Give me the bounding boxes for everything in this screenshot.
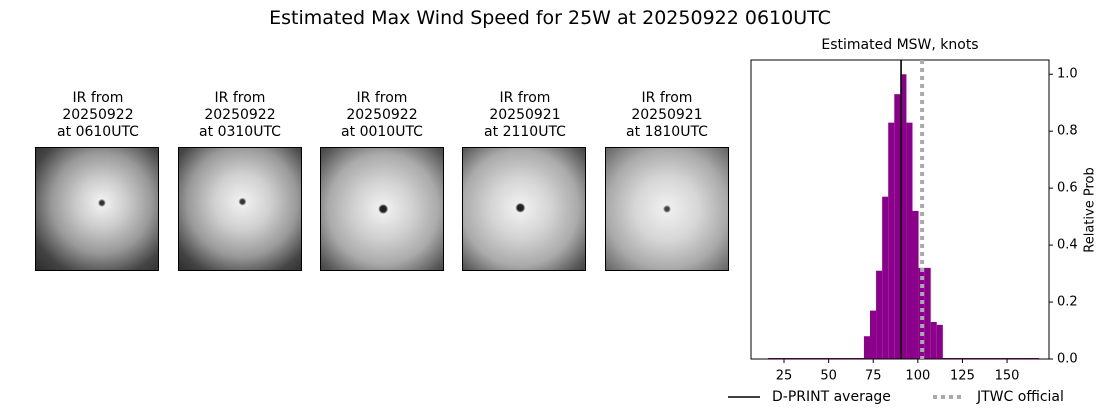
page-title: Estimated Max Wind Speed for 25W at 2025… xyxy=(269,7,831,29)
bar xyxy=(894,94,901,360)
y-tick-label: 0.2 xyxy=(1057,295,1078,310)
bar xyxy=(912,210,919,359)
image-label: IR from 20250922 at 0010UTC xyxy=(341,90,423,140)
bar xyxy=(930,321,937,359)
image-label: IR from 20250922 at 0610UTC xyxy=(57,90,139,140)
y-tick-label: 0.8 xyxy=(1057,124,1078,139)
satellite-image xyxy=(178,147,302,271)
y-axis-label: Relative Prob xyxy=(1083,167,1098,252)
legend-label: JTWC official xyxy=(976,389,1064,405)
x-tick-label: 50 xyxy=(820,369,837,384)
bar xyxy=(863,336,871,359)
satellite-image xyxy=(605,147,729,271)
satellite-image xyxy=(462,147,586,271)
bar xyxy=(900,74,907,359)
legend-label: D-PRINT average xyxy=(772,389,891,405)
image-label: IR from 20250922 at 0310UTC xyxy=(199,90,281,140)
satellite-image xyxy=(35,147,159,271)
y-tick-label: 0.4 xyxy=(1057,238,1078,253)
y-tick-label: 0.6 xyxy=(1057,181,1078,196)
bar xyxy=(936,324,943,359)
plot-frame xyxy=(750,59,1050,360)
x-tick-label: 125 xyxy=(950,369,975,384)
y-tick-label: 1.0 xyxy=(1057,67,1078,82)
x-tick-label: 75 xyxy=(865,369,882,384)
y-tick-label: 0.0 xyxy=(1057,352,1078,367)
image-label: IR from 20250921 at 2110UTC xyxy=(484,90,566,140)
bar xyxy=(882,196,889,359)
bar xyxy=(918,267,925,359)
x-tick-label: 25 xyxy=(776,369,793,384)
image-label: IR from 20250921 at 1810UTC xyxy=(626,90,708,140)
bar xyxy=(876,270,883,359)
bar xyxy=(888,122,895,360)
satellite-image xyxy=(320,147,444,271)
x-tick-label: 150 xyxy=(995,369,1020,384)
bar xyxy=(870,310,877,359)
chart-title: Estimated MSW, knots xyxy=(821,37,978,53)
bar xyxy=(906,122,913,360)
x-tick-label: 100 xyxy=(905,369,930,384)
bar xyxy=(924,267,931,359)
